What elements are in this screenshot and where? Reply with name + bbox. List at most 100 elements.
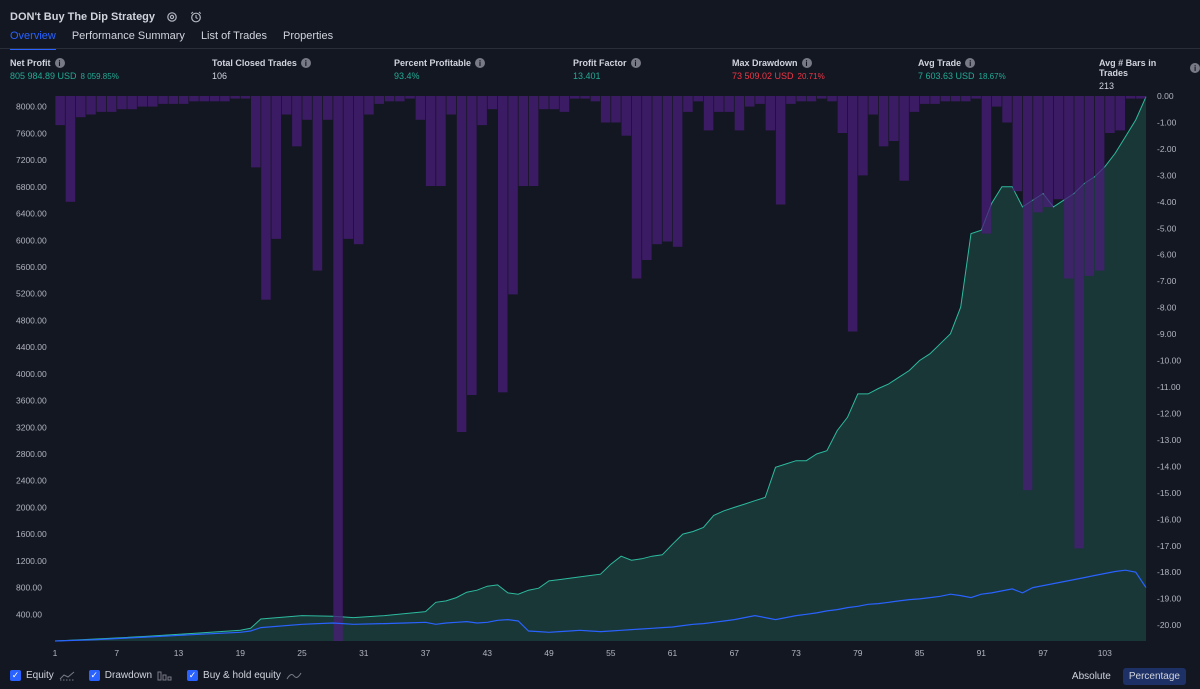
drawdown-bar <box>920 96 930 104</box>
drawdown-bar <box>580 96 590 99</box>
checkbox-icon[interactable]: ✓ <box>187 670 199 681</box>
left-axis-tick-label: 6400.00 <box>16 209 47 219</box>
drawdown-bar <box>590 96 601 102</box>
metric-value: 7 603.63 USD <box>918 71 975 81</box>
right-axis-tick-label: -7.00 <box>1157 276 1177 286</box>
drawdown-bar <box>261 96 271 300</box>
drawdown-bar <box>1033 96 1043 213</box>
left-axis-tick-label: 4000.00 <box>16 369 47 379</box>
drawdown-bar <box>127 96 137 110</box>
legend-equity[interactable]: ✓ Equity <box>10 670 75 681</box>
drawdown-bar <box>734 96 745 131</box>
drawdown-bar <box>498 96 508 393</box>
drawdown-bar <box>889 96 899 141</box>
x-axis-tick-label: 37 <box>421 648 431 658</box>
drawdown-bar <box>817 96 827 99</box>
metric-label: Total Closed Trades <box>212 58 297 68</box>
x-axis-tick-label: 91 <box>977 648 987 658</box>
settings-icon[interactable] <box>165 10 179 24</box>
legend-buyhold[interactable]: ✓ Buy & hold equity <box>187 670 302 681</box>
drawdown-bar <box>292 96 302 147</box>
info-icon[interactable]: i <box>300 58 311 68</box>
metric-net-profit: Net Profit i 805 984.89 USD 8 059.85% <box>10 58 119 81</box>
tab-list-of-trades[interactable]: List of Trades <box>200 30 267 42</box>
drawdown-bar <box>189 96 199 102</box>
legend-drawdown[interactable]: ✓ Drawdown <box>88 670 173 681</box>
drawdown-bar <box>1115 96 1125 131</box>
tab-performance-summary[interactable]: Performance Summary <box>71 30 185 42</box>
drawdown-bar <box>683 96 693 112</box>
drawdown-bar <box>405 96 415 99</box>
info-icon[interactable]: i <box>630 58 641 68</box>
metric-profit-factor: Profit Factor i 13.401 <box>573 58 641 81</box>
drawdown-bar <box>745 96 755 107</box>
right-axis-tick-label: -15.00 <box>1157 488 1181 498</box>
drawdown-bar <box>508 96 518 295</box>
right-axis-tick-label: -19.00 <box>1157 594 1181 604</box>
drawdown-bar <box>714 96 724 112</box>
info-icon[interactable]: i <box>801 58 812 68</box>
metric-label: Profit Factor <box>573 58 627 68</box>
drawdown-bar <box>621 96 631 136</box>
drawdown-bar <box>1084 96 1095 276</box>
drawdown-bar <box>693 96 703 102</box>
x-axis-tick-label: 85 <box>915 648 925 658</box>
metric-value: 13.401 <box>573 71 601 81</box>
drawdown-bar <box>467 96 477 395</box>
mode-percentage-button[interactable]: Percentage <box>1122 668 1186 685</box>
drawdown-bar <box>312 96 323 271</box>
drawdown-bar <box>55 96 65 126</box>
drawdown-bar <box>436 96 446 186</box>
x-axis-tick-label: 67 <box>730 648 740 658</box>
drawdown-bar <box>528 96 539 186</box>
drawdown-bar <box>230 96 240 99</box>
equity-line <box>54 96 1147 642</box>
left-axis-tick-label: 7600.00 <box>16 128 47 138</box>
drawdown-bar <box>950 96 961 102</box>
right-axis-tick-label: 0.00 <box>1157 92 1174 101</box>
drawdown-bar <box>220 96 230 102</box>
x-axis-tick-label: 97 <box>1038 648 1048 658</box>
metric-label: Net Profit <box>10 58 51 68</box>
left-axis-tick-label: 5600.00 <box>16 262 47 272</box>
right-axis-tick-label: -20.00 <box>1157 620 1181 630</box>
drawdown-bar <box>930 96 940 104</box>
right-axis-tick-label: -4.00 <box>1157 197 1177 207</box>
mode-absolute-button[interactable]: Absolute <box>1071 671 1111 682</box>
right-axis-tick-label: -6.00 <box>1157 250 1177 260</box>
drawdown-bar <box>940 96 951 102</box>
drawdown-bar <box>1022 96 1033 491</box>
metric-percent: 20.71% <box>797 72 825 81</box>
drawdown-bar <box>1105 96 1115 133</box>
right-axis-tick-label: -11.00 <box>1157 382 1181 392</box>
drawdown-bar <box>806 96 817 102</box>
line-area-icon <box>59 671 75 680</box>
tab-properties[interactable]: Properties <box>282 30 334 42</box>
drawdown-bar <box>76 96 86 118</box>
drawdown-bar <box>600 96 611 123</box>
equity-chart[interactable]: 8000.00 7600.00 7200.00 6800.00 6400.00 6000.… <box>0 92 1200 662</box>
info-icon[interactable]: i <box>475 58 486 68</box>
x-axis-tick-label: 1 <box>53 648 58 658</box>
metric-value: 213 <box>1099 81 1115 91</box>
drawdown-bar <box>858 96 868 176</box>
drawdown-bar <box>65 96 76 202</box>
tab-overview[interactable]: Overview <box>10 30 56 50</box>
drawdown-bar <box>899 96 909 181</box>
drawdown-bar <box>158 96 168 104</box>
drawdown-bar <box>168 96 179 104</box>
info-icon[interactable]: i <box>1190 63 1200 73</box>
info-icon[interactable]: i <box>965 58 976 68</box>
drawdown-bar <box>971 96 981 99</box>
drawdown-bar <box>209 96 220 102</box>
checkbox-icon[interactable]: ✓ <box>88 670 100 681</box>
drawdown-bar <box>992 96 1002 107</box>
drawdown-bar <box>703 96 714 131</box>
strategy-header: DON't Buy The Dip Strategy <box>10 8 203 26</box>
alarm-clock-icon[interactable] <box>189 10 203 24</box>
metric-value: 93.4% <box>394 71 420 81</box>
drawdown-bar <box>570 96 580 99</box>
info-icon[interactable]: i <box>54 58 65 68</box>
buyhold-line <box>54 569 1147 642</box>
checkbox-icon[interactable]: ✓ <box>10 670 21 681</box>
